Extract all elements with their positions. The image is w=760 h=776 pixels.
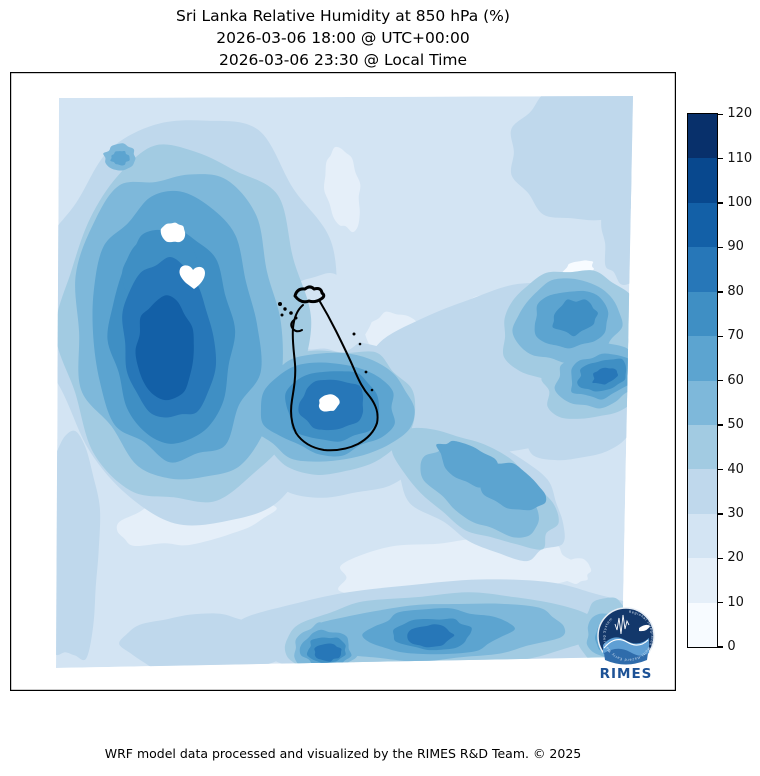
- title-line-2: 2026-03-06 18:00 @ UTC+00:00: [216, 29, 470, 47]
- contour-region: [601, 167, 633, 285]
- axes-frame: [10, 72, 676, 691]
- colorbar: 120 110 100 90 80 70 60 50 40 30 20 10 0: [687, 106, 752, 654]
- jaffna-peninsula: [293, 285, 326, 304]
- colorbar-tick: [718, 246, 724, 249]
- colorbar-tick: [718, 513, 724, 515]
- contour-region: [110, 150, 130, 166]
- colorbar-tick-label: 20: [727, 550, 744, 566]
- colorbar-tick: [718, 379, 724, 382]
- colorbar-tick-label: 100: [727, 195, 753, 211]
- bird-icon: [639, 624, 650, 632]
- colorbar-tick-label: 70: [727, 328, 744, 344]
- colorbar-tick-label: 40: [727, 461, 744, 477]
- colorbar-tick: [718, 602, 724, 604]
- contour-region: [552, 299, 598, 337]
- colorbar-segment: [688, 114, 717, 159]
- contour-region: [407, 624, 455, 648]
- contour-region: [119, 613, 290, 668]
- colorbar-segment: [688, 380, 717, 425]
- contour-region: [314, 643, 342, 662]
- contour-field: [56, 96, 633, 668]
- title-line-3: 2026-03-06 23:30 @ Local Time: [218, 51, 468, 69]
- colorbar-tick-label: 30: [727, 506, 744, 522]
- colorbar-segment: [688, 424, 717, 470]
- colorbar-segment: [688, 202, 717, 248]
- colorbar-box: [687, 113, 718, 648]
- contour-region: [475, 462, 547, 511]
- contour-region: [553, 558, 592, 585]
- colorbar-tick-label: 0: [727, 639, 736, 655]
- colorbar-tick: [718, 113, 724, 115]
- colorbar-tick: [718, 202, 724, 204]
- colorbar-segment: [688, 336, 717, 381]
- map-overlays: [179, 265, 379, 452]
- colorbar-ticks: 120 110 100 90 80 70 60 50 40 30 20 10 0: [718, 106, 760, 654]
- colorbar-tick-label: 90: [727, 239, 744, 255]
- coastal-islands: [278, 302, 374, 392]
- humidity-map: Regional Integrated Multi-Hazard Early W…: [10, 72, 676, 691]
- colorbar-tick: [718, 557, 724, 560]
- coastline-outline: [290, 299, 379, 452]
- saturated-hole: [160, 222, 186, 243]
- colorbar-tick: [718, 291, 724, 293]
- coastline-hook: [290, 319, 303, 333]
- saturated-hole-heart: [179, 265, 205, 289]
- colorbar-tick-label: 80: [727, 284, 744, 300]
- rimes-logo-wave-2: [604, 648, 648, 665]
- rimes-logo: Regional Integrated Multi-Hazard Early W…: [597, 607, 655, 684]
- colorbar-tick-label: 50: [727, 417, 744, 433]
- colorbar-segment: [688, 469, 717, 514]
- colorbar-tick-label: 110: [727, 150, 753, 166]
- colorbar-segment: [688, 291, 717, 337]
- sri-lanka-coastline: [290, 285, 379, 452]
- colorbar-segment: [688, 158, 717, 203]
- colorbar-tick: [718, 335, 724, 337]
- footer-credit: WRF model data processed and visualized …: [104, 746, 582, 761]
- colorbar-tick-label: 10: [727, 594, 744, 610]
- colorbar-tick: [718, 646, 724, 648]
- colorbar-segment: [688, 602, 717, 648]
- contour-region: [56, 430, 101, 661]
- contour-plot-area: [56, 96, 633, 668]
- contour-region: [324, 146, 361, 233]
- colorbar-tick: [718, 157, 724, 160]
- contour-region: [592, 367, 619, 385]
- contour-region: [135, 295, 194, 401]
- colorbar-segment: [688, 247, 717, 292]
- seismograph-icon: [614, 614, 630, 635]
- figure-title: Sri Lanka Relative Humidity at 850 hPa (…: [10, 5, 676, 71]
- colorbar-tick-label: 120: [727, 106, 753, 122]
- colorbar-tick: [718, 468, 724, 471]
- colorbar-segment: [688, 513, 717, 559]
- rimes-logo-wave-line: [603, 639, 649, 649]
- colorbar-segment: [688, 558, 717, 603]
- colorbar-tick: [718, 424, 724, 426]
- title-line-1: Sri Lanka Relative Humidity at 850 hPa (…: [176, 7, 510, 25]
- colorbar-tick-label: 60: [727, 372, 744, 388]
- saturated-hole: [318, 394, 340, 412]
- rimes-logo-label: RIMES: [600, 666, 653, 682]
